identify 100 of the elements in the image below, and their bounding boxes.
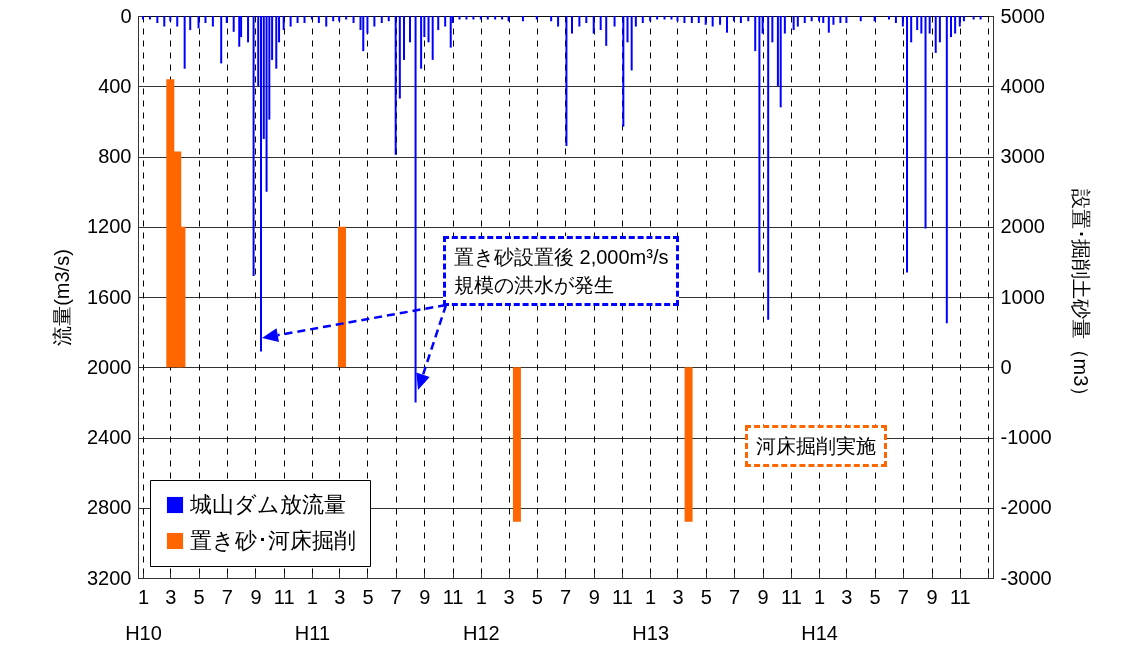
bar [176, 16, 179, 27]
bar [265, 16, 268, 192]
y2-tick-label: 1000 [1000, 285, 1045, 308]
bar [585, 16, 588, 24]
x-tick-label: 9 [757, 585, 769, 608]
bar [958, 16, 961, 27]
bar [289, 16, 292, 27]
x-tick-label: 3 [334, 585, 346, 608]
legend-label: 城山ダム放流量 [189, 492, 346, 517]
bar [260, 16, 262, 352]
x-tick-label: 7 [390, 585, 402, 608]
bar [832, 16, 835, 25]
bar [792, 16, 795, 31]
bar [920, 16, 923, 34]
bar [962, 16, 965, 22]
y-tick-label: 400 [98, 74, 132, 97]
bar [822, 16, 825, 24]
bar [362, 16, 365, 52]
bar [613, 16, 616, 27]
bar [232, 16, 235, 32]
x-tick-label: 9 [588, 585, 600, 608]
bar [169, 16, 172, 22]
bar [409, 16, 412, 43]
bar [949, 16, 952, 38]
bar [704, 16, 707, 25]
bar [310, 16, 313, 20]
bar [771, 16, 774, 43]
x-tick-label: 11 [949, 585, 971, 608]
bar [739, 16, 742, 24]
bar [197, 16, 200, 29]
x-tick-label: 5 [531, 585, 543, 608]
bar [803, 16, 806, 24]
bar [711, 16, 714, 27]
y2-tick-label: 4000 [1000, 74, 1045, 97]
bar [282, 16, 285, 31]
x-tick-label: 3 [503, 585, 515, 608]
bar [605, 16, 608, 46]
y-tick-label: 2400 [87, 426, 132, 448]
bar [938, 16, 941, 43]
bar [599, 16, 602, 31]
bar [387, 16, 390, 22]
bar [592, 16, 595, 34]
bar [142, 16, 144, 20]
bar [767, 16, 770, 320]
y2-tick-label: -1000 [1000, 426, 1052, 448]
x-tick-label: 1 H11 [294, 585, 331, 644]
x-tick-label: 7 [897, 585, 909, 608]
bar [403, 16, 405, 60]
y-tick-label: 2000 [87, 355, 132, 378]
bar [458, 16, 461, 20]
bar [366, 16, 369, 34]
x-tick-label: 9 [926, 585, 938, 608]
bar [380, 16, 383, 24]
bar [189, 16, 192, 31]
bar [747, 16, 750, 22]
bar [663, 16, 666, 20]
bar [827, 16, 830, 33]
bar [796, 16, 799, 27]
bar [928, 16, 931, 34]
bar [634, 16, 637, 27]
bar [697, 16, 700, 24]
bar [818, 16, 821, 22]
x-tick-label: 9 [419, 585, 431, 608]
legend-label: 置き砂･河床掘削 [190, 528, 356, 553]
x-tick-label: 11 [442, 585, 464, 608]
bar [465, 16, 468, 20]
x-tick-label: 1 H13 [632, 585, 670, 644]
x-tick-label: 3 [672, 585, 684, 608]
bar [945, 16, 948, 324]
bar [431, 16, 434, 60]
bar [183, 16, 186, 69]
bar [437, 16, 440, 31]
bar [683, 16, 686, 24]
x-tick-label: 5 [193, 585, 205, 608]
bar [220, 16, 223, 64]
bar [296, 16, 299, 24]
x-tick-label: 11 [780, 585, 802, 608]
y-tick-label: 800 [98, 145, 132, 167]
bar [338, 16, 341, 22]
bar [901, 16, 904, 27]
y2-tick-label: 3000 [1000, 145, 1045, 167]
bar [427, 16, 430, 43]
bar [630, 16, 633, 71]
bar [479, 16, 482, 20]
bar [352, 16, 355, 24]
bar [303, 16, 306, 24]
x-tick-label: 3 [841, 585, 853, 608]
bar [565, 16, 568, 146]
y-tick-label: 1200 [87, 215, 132, 238]
bar [325, 16, 328, 27]
x-tick-label: 11 [273, 585, 295, 608]
bar [394, 16, 397, 155]
bar [247, 16, 250, 43]
bar [761, 16, 764, 34]
bar [972, 16, 975, 20]
bar [449, 16, 452, 48]
x-tick-label: 1 H14 [801, 585, 838, 644]
bar [641, 16, 644, 24]
bar [954, 16, 957, 34]
bar [779, 16, 782, 108]
